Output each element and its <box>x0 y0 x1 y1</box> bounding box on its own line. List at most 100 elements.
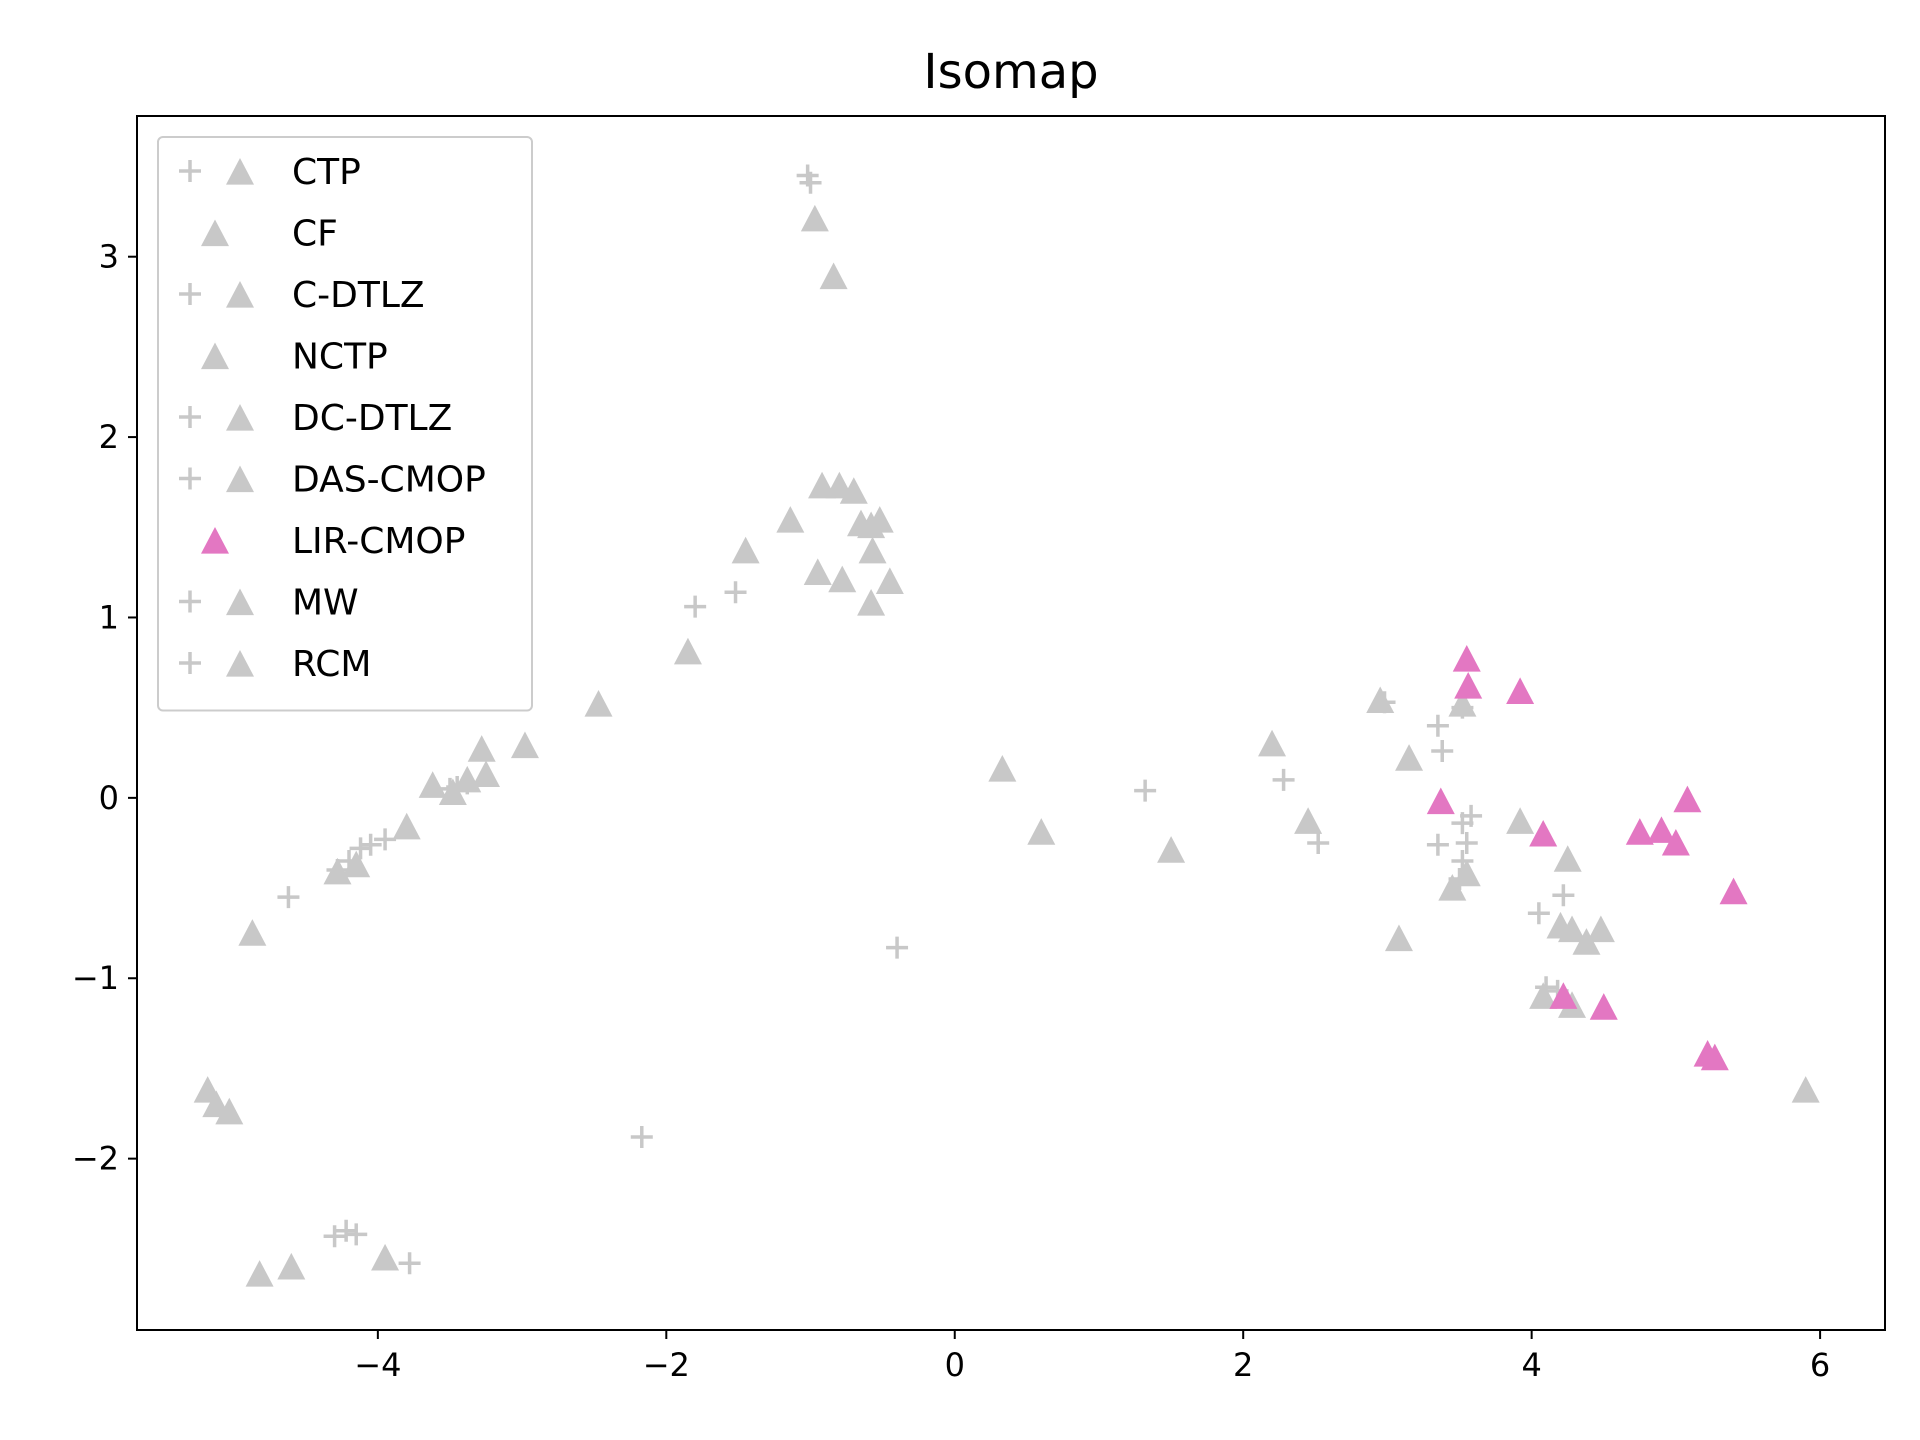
scatter-point-triangle <box>988 754 1017 782</box>
plot-frame <box>136 115 1886 1331</box>
legend-label: C-DTLZ <box>292 275 425 316</box>
legend-plus-marker <box>179 652 201 674</box>
scatter-point-triangle <box>438 778 467 806</box>
ticks-layer: −4 −2 0 2 4 6 −2 −1 0 1 2 3 <box>72 238 1830 1384</box>
scatter-point-triangle <box>839 477 868 504</box>
legend-triangle-marker <box>226 158 254 185</box>
scatter-point-triangle <box>819 262 848 290</box>
scatter-point-triangle <box>800 204 829 232</box>
legend-plus-marker <box>179 590 201 613</box>
scatter-point-triangle <box>1454 672 1483 699</box>
legend-plus-marker <box>179 406 201 428</box>
scatter-point-plus <box>630 1125 653 1148</box>
scatter-point-triangle <box>1448 690 1477 717</box>
x-tick-label: 2 <box>1233 1346 1253 1384</box>
scatter-point-plus <box>398 1252 421 1275</box>
scatter-point-plus <box>1134 779 1157 802</box>
scatter-point-triangle <box>1572 928 1601 955</box>
legend-label: LIR-CMOP <box>292 521 465 562</box>
scatter-point-triangle <box>1452 859 1481 887</box>
scatter-point-triangle <box>858 536 887 564</box>
scatter-point-triangle <box>1395 744 1424 771</box>
scatter-point-triangle <box>1719 877 1748 905</box>
scatter-point-triangle <box>776 506 805 533</box>
scatter-point-triangle <box>323 857 352 885</box>
scatter-point-triangle <box>1258 729 1287 757</box>
legend-triangle-marker <box>226 650 254 677</box>
scatter-point-triangle <box>1157 836 1186 863</box>
legend-label: CTP <box>292 152 361 193</box>
scatter-point-triangle <box>875 567 904 594</box>
scatter-point-plus <box>799 171 822 194</box>
x-tick-label: 4 <box>1521 1346 1541 1384</box>
scatter-point-triangle <box>673 637 702 665</box>
scatter-point-triangle <box>1452 644 1481 672</box>
scatter-point-triangle <box>1529 819 1558 847</box>
scatter-point-triangle <box>277 1252 306 1280</box>
scatter-point-plus <box>335 1219 358 1242</box>
legend: CTP CF C-DTLZ NCTP DC-DTLZ DAS-CMOP LIR-CMOP MW… <box>157 136 533 712</box>
y-tick-label: 1 <box>99 598 119 636</box>
scatter-point-triangle <box>472 760 501 788</box>
legend-entry: MW <box>179 583 359 624</box>
scatter-point-triangle <box>371 1243 400 1271</box>
scatter-point-triangle <box>1506 677 1535 705</box>
scatter-point-triangle <box>1700 1043 1729 1071</box>
scatter-point-triangle <box>865 506 894 533</box>
legend-plus-marker <box>179 467 201 490</box>
y-tick-label: 3 <box>99 238 119 276</box>
legend-entry: DAS-CMOP <box>179 460 486 501</box>
scatter-point-triangle <box>1647 816 1676 843</box>
x-tick-label: 0 <box>945 1346 965 1384</box>
legend-box <box>157 136 533 712</box>
legend-triangle-marker <box>201 342 229 370</box>
legend-label: RCM <box>292 644 371 685</box>
scatter-point-triangle <box>453 765 482 793</box>
scatter-point-triangle <box>1586 915 1615 943</box>
chart-title: Isomap <box>923 44 1098 100</box>
scatter-point-triangle <box>1426 787 1455 815</box>
legend-plus-marker <box>179 160 201 182</box>
scatter-point-plus <box>724 581 747 604</box>
y-tick-label: 0 <box>99 779 119 817</box>
x-tick-label: −2 <box>643 1346 690 1384</box>
legend-entry: CF <box>201 214 338 255</box>
scatter-point-plus <box>1552 884 1575 907</box>
scatter-point-triangle <box>1558 915 1587 943</box>
scatter-point-triangle <box>467 735 496 762</box>
scatter-point-triangle <box>857 589 886 616</box>
legend-entry: DC-DTLZ <box>179 398 452 439</box>
legend-label: CF <box>292 214 338 255</box>
scatter-point-plus <box>1307 831 1330 854</box>
legend-label: NCTP <box>292 337 388 378</box>
scatter-point-triangle <box>1589 993 1618 1020</box>
scatter-point-plus <box>1426 714 1449 737</box>
x-tick-label: 6 <box>1810 1346 1830 1384</box>
scatter-point-triangle <box>215 1097 244 1125</box>
scatter-point-triangle <box>1438 874 1467 901</box>
legend-label: DC-DTLZ <box>292 398 452 439</box>
scatter-point-triangle <box>238 919 267 946</box>
scatter-point-triangle <box>1673 785 1702 813</box>
y-tick-label: 2 <box>99 418 119 456</box>
scatter-point-plus <box>277 886 300 909</box>
x-tick-label: −4 <box>354 1346 401 1384</box>
scatter-point-triangle <box>1625 818 1654 845</box>
scatter-point-triangle <box>1384 924 1413 952</box>
y-tick-label: −2 <box>72 1140 119 1178</box>
scatter-point-plus <box>374 828 397 851</box>
legend-label: DAS-CMOP <box>292 460 486 501</box>
legend-triangle-marker <box>226 465 254 493</box>
legend-entry: RCM <box>179 644 371 685</box>
scatter-point-plus <box>886 936 909 959</box>
marks-layer <box>193 164 1820 1287</box>
scatter-point-plus <box>684 595 707 618</box>
scatter-point-triangle <box>342 850 371 878</box>
y-tick-label: −1 <box>72 959 119 997</box>
legend-plus-marker <box>179 283 201 305</box>
scatter-point-plus <box>349 837 372 860</box>
scatter-point-triangle <box>418 771 447 798</box>
scatter-point-triangle <box>584 690 613 717</box>
legend-entry: NCTP <box>201 337 388 378</box>
